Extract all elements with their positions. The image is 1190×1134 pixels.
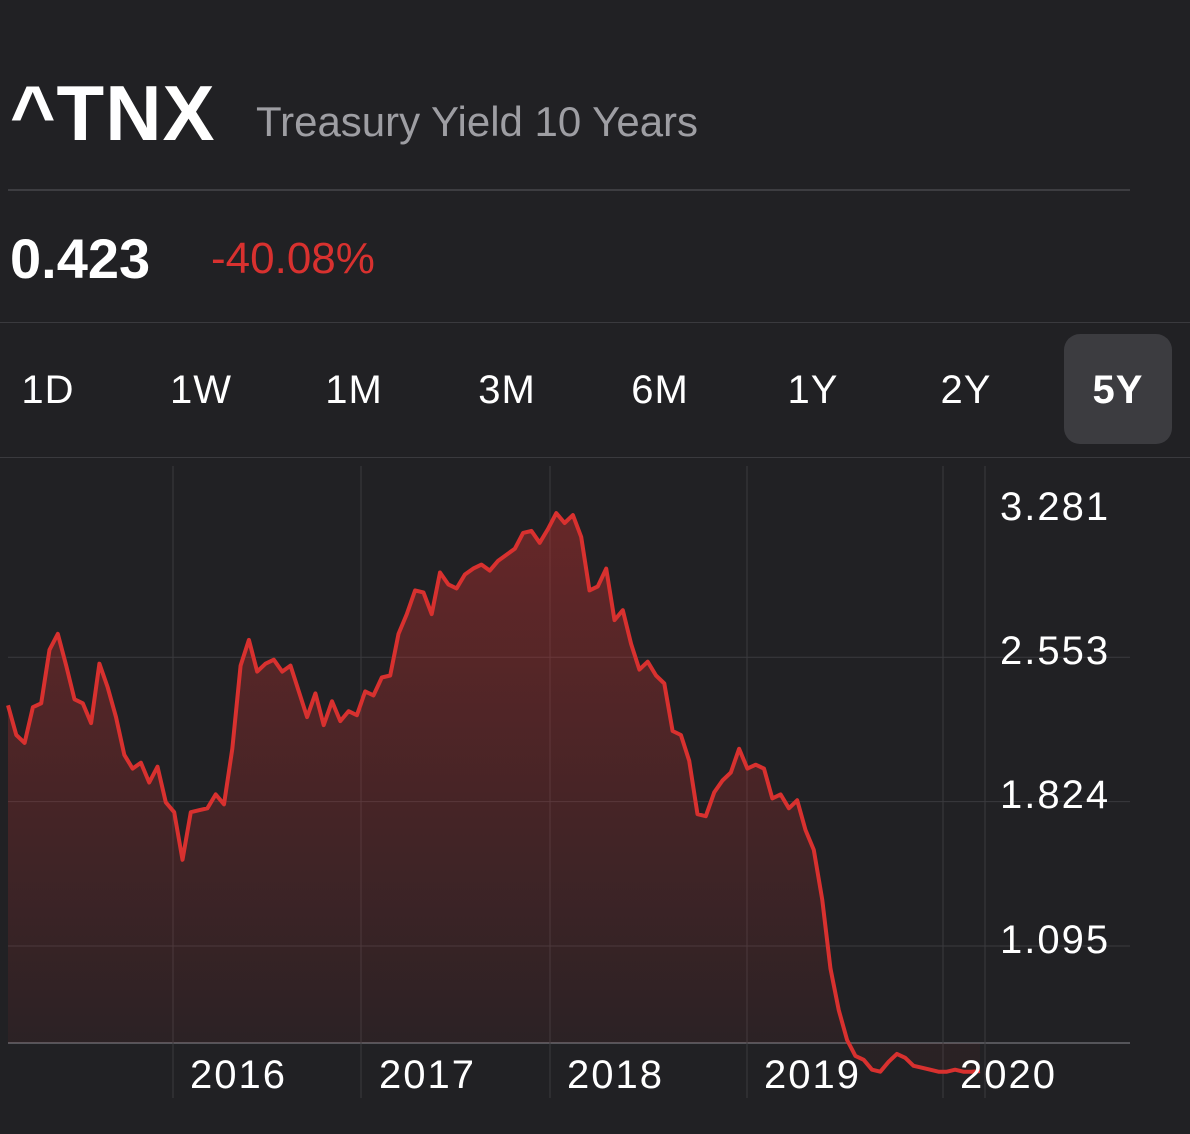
chart-price-line	[6, 511, 981, 1074]
y-tick-label: 3.281	[1000, 485, 1110, 529]
header-divider	[8, 189, 1130, 191]
range-1y[interactable]: 1Y	[787, 368, 839, 412]
x-tick-label: 2017	[379, 1053, 476, 1097]
x-axis-labels: 2016 2017 2018 2019 2020	[190, 1053, 1057, 1097]
y-tick-label: 2.553	[1000, 629, 1110, 673]
x-tick-label: 2020	[960, 1053, 1057, 1097]
quote-header: ^TNX Treasury Yield 10 Years	[10, 62, 1130, 162]
x-tick-label: 2018	[567, 1053, 664, 1097]
ticker-symbol: ^TNX	[10, 69, 216, 157]
current-price: 0.423	[10, 227, 151, 290]
price-divider	[0, 322, 1190, 323]
range-1d[interactable]: 1D	[21, 368, 75, 412]
chart-divider	[0, 457, 1190, 458]
range-3m[interactable]: 3M	[478, 368, 536, 412]
yield-chart: 3.281 2.553 1.824 1.095 2016 2017 2018 2019 202…	[6, 466, 1130, 1098]
range-selector: 1D 1W 1M 3M 6M 1Y 2Y 5Y	[0, 334, 1190, 444]
security-name: Treasury Yield 10 Years	[256, 98, 699, 145]
range-6m[interactable]: 6M	[631, 368, 689, 412]
range-1w[interactable]: 1W	[170, 368, 232, 412]
range-5y[interactable]: 5Y	[1064, 334, 1172, 444]
x-tick-label: 2016	[190, 1053, 287, 1097]
range-2y[interactable]: 2Y	[940, 368, 992, 412]
range-1m[interactable]: 1M	[325, 368, 383, 412]
y-tick-label: 1.095	[1000, 918, 1110, 962]
y-axis-labels: 3.281 2.553 1.824 1.095	[1000, 485, 1110, 962]
percent-change: -40.08%	[211, 234, 375, 283]
y-tick-label: 1.824	[1000, 773, 1110, 817]
x-tick-label: 2019	[764, 1053, 861, 1097]
